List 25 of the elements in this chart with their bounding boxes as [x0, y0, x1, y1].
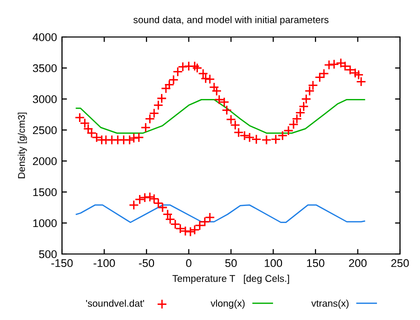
x-tick-label: 50 — [225, 259, 237, 268]
x-tick-label: 150 — [307, 259, 324, 268]
y-tick-label: 2500 — [32, 126, 57, 134]
x-tick-label: -150 — [51, 259, 73, 268]
y-tick-label: 4000 — [32, 33, 57, 42]
x-tick-label: 0 — [186, 259, 192, 268]
legend-label: vtrans(x) — [311, 300, 349, 309]
x-tick-label: 100 — [264, 259, 282, 268]
y-tick-label: 500 — [39, 250, 57, 258]
chart-title: sound data, and model with initial parameters — [133, 16, 328, 26]
y-tick-label: 3000 — [32, 95, 57, 104]
y-tick-label: 2000 — [32, 157, 57, 166]
x-tick-label: 250 — [391, 259, 409, 268]
x-tick-label: 200 — [349, 259, 367, 268]
y-axis-title: Density [g/cm3] — [18, 112, 27, 178]
y-tick-label: 3500 — [32, 64, 57, 72]
x-axis-title: Temperature T [deg Cels.] — [172, 274, 290, 284]
line-series — [76, 98, 366, 134]
x-tick-label: -50 — [138, 259, 154, 268]
legend-label: vlong(x) — [210, 300, 245, 309]
legend-label: 'soundvel.dat' — [86, 300, 144, 307]
line-series — [76, 204, 366, 224]
y-tick-label: 1000 — [33, 219, 57, 228]
y-tick-label: 1500 — [33, 188, 57, 196]
x-tick-label: -100 — [94, 259, 115, 268]
